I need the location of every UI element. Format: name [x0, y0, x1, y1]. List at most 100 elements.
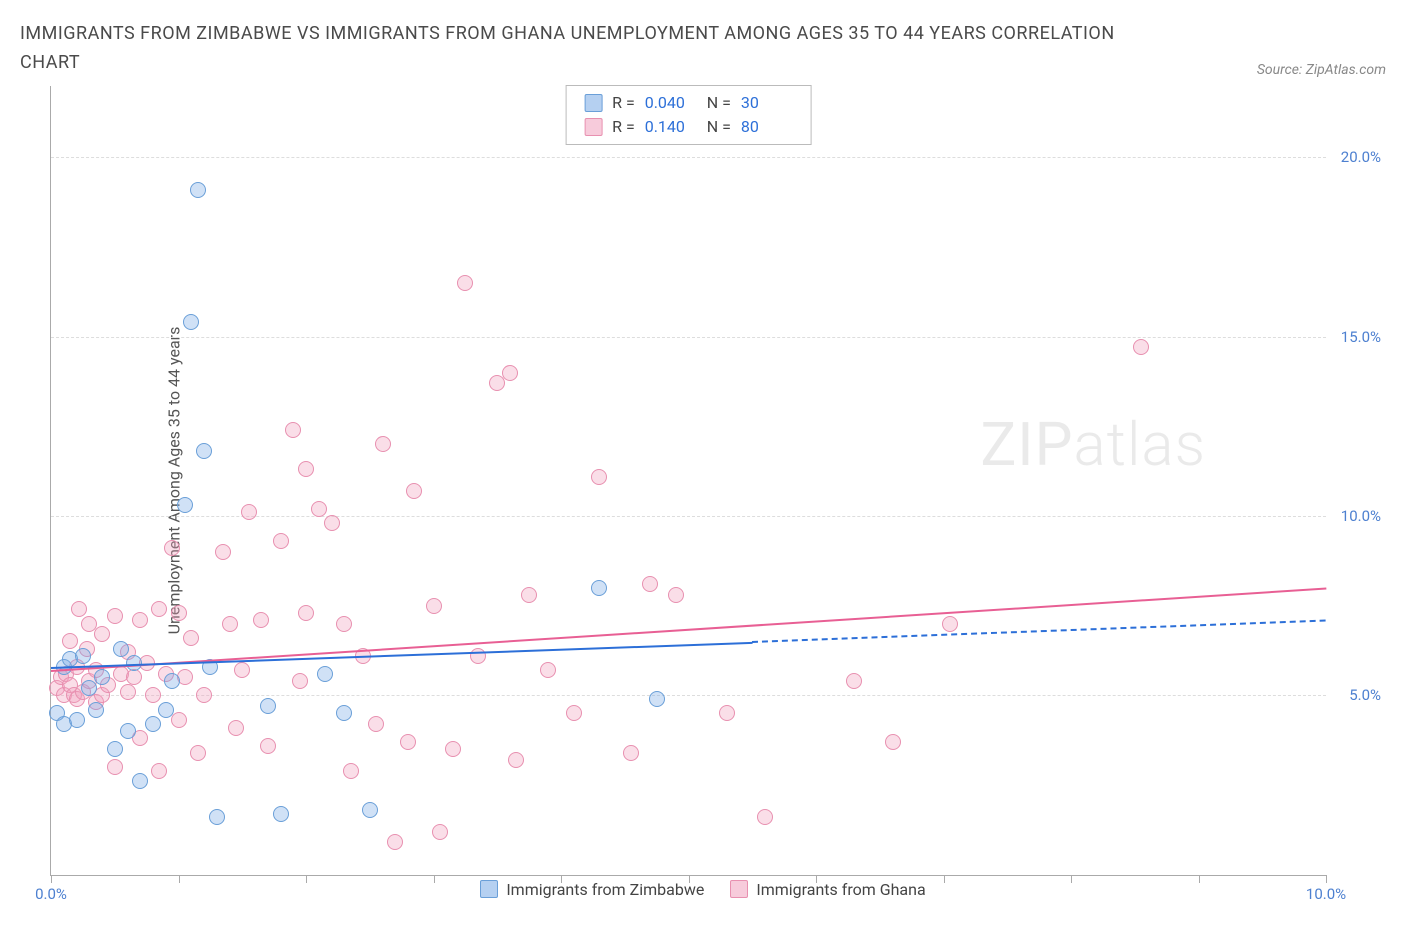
scatter-point	[120, 723, 136, 739]
scatter-point	[668, 587, 684, 603]
scatter-point	[190, 745, 206, 761]
scatter-point	[336, 616, 352, 632]
gridline-h	[51, 157, 1326, 158]
scatter-point	[253, 612, 269, 628]
legend-label: Immigrants from Zimbabwe	[506, 880, 704, 899]
gridline-h	[51, 695, 1326, 696]
scatter-point	[177, 497, 193, 513]
y-tick-label: 20.0%	[1341, 148, 1381, 166]
stat-n-label: N =	[707, 91, 731, 115]
scatter-point	[151, 763, 167, 779]
scatter-point	[151, 601, 167, 617]
scatter-point	[324, 515, 340, 531]
watermark-bold: ZIP	[980, 409, 1073, 480]
scatter-point	[196, 443, 212, 459]
x-tick	[689, 875, 690, 883]
x-tick	[561, 875, 562, 883]
scatter-point	[107, 741, 123, 757]
x-tick	[816, 875, 817, 883]
scatter-point	[426, 598, 442, 614]
scatter-point	[145, 716, 161, 732]
legend-swatch-pink	[584, 118, 602, 136]
scatter-point	[260, 698, 276, 714]
scatter-point	[336, 705, 352, 721]
scatter-point	[489, 375, 505, 391]
scatter-point	[260, 738, 276, 754]
stats-legend: R =0.040N =30R =0.140N =80	[565, 85, 812, 145]
x-tick	[306, 875, 307, 883]
scatter-point	[502, 365, 518, 381]
scatter-point	[62, 633, 78, 649]
scatter-point	[642, 576, 658, 592]
bottom-legend-item: Immigrants from Zimbabwe	[480, 880, 704, 899]
scatter-point	[317, 666, 333, 682]
gridline-h	[51, 337, 1326, 338]
legend-swatch-blue	[584, 94, 602, 112]
scatter-point	[158, 702, 174, 718]
watermark: ZIPatlas	[980, 409, 1206, 480]
x-tick-label: 10.0%	[1306, 885, 1346, 903]
stat-r-label: R =	[612, 91, 635, 115]
chart-title: IMMIGRANTS FROM ZIMBABWE VS IMMIGRANTS F…	[20, 20, 1170, 78]
scatter-point	[132, 773, 148, 789]
scatter-point	[190, 182, 206, 198]
scatter-point	[94, 669, 110, 685]
scatter-point	[508, 752, 524, 768]
y-tick-label: 15.0%	[1341, 328, 1381, 346]
scatter-point	[521, 587, 537, 603]
scatter-plot-area: R =0.040N =30R =0.140N =80 ZIPatlas 5.0%…	[50, 86, 1326, 876]
scatter-point	[183, 630, 199, 646]
scatter-point	[591, 580, 607, 596]
scatter-point	[406, 483, 422, 499]
scatter-point	[107, 608, 123, 624]
scatter-point	[591, 469, 607, 485]
x-tick	[1326, 875, 1327, 883]
stat-r-value: 0.040	[645, 91, 697, 115]
scatter-point	[387, 834, 403, 850]
scatter-point	[107, 759, 123, 775]
scatter-point	[457, 275, 473, 291]
scatter-point	[719, 705, 735, 721]
stat-n-value: 30	[741, 91, 793, 115]
scatter-point	[71, 601, 87, 617]
stat-n-value: 80	[741, 115, 793, 139]
x-tick	[1199, 875, 1200, 883]
scatter-point	[540, 662, 556, 678]
source-attribution: Source: ZipAtlas.com	[1257, 62, 1386, 78]
scatter-point	[470, 648, 486, 664]
stat-r-label: R =	[612, 115, 635, 139]
x-tick	[51, 875, 52, 883]
scatter-point	[209, 809, 225, 825]
scatter-point	[81, 680, 97, 696]
scatter-point	[311, 501, 327, 517]
scatter-point	[757, 809, 773, 825]
scatter-point	[132, 612, 148, 628]
scatter-point	[375, 436, 391, 452]
stat-r-value: 0.140	[645, 115, 697, 139]
scatter-point	[432, 824, 448, 840]
scatter-point	[228, 720, 244, 736]
x-tick	[179, 875, 180, 883]
scatter-point	[368, 716, 384, 732]
scatter-point	[362, 802, 378, 818]
bottom-legend: Immigrants from ZimbabweImmigrants from …	[20, 880, 1386, 899]
scatter-point	[69, 712, 85, 728]
legend-swatch-blue	[480, 880, 498, 898]
scatter-point	[126, 669, 142, 685]
scatter-point	[75, 648, 91, 664]
watermark-thin: atlas	[1073, 409, 1206, 480]
scatter-point	[566, 705, 582, 721]
scatter-point	[171, 712, 187, 728]
x-tick	[434, 875, 435, 883]
x-tick-label: 0.0%	[35, 885, 67, 903]
scatter-point	[942, 616, 958, 632]
scatter-point	[183, 314, 199, 330]
scatter-point	[215, 544, 231, 560]
scatter-point	[196, 687, 212, 703]
scatter-point	[445, 741, 461, 757]
x-tick	[1071, 875, 1072, 883]
scatter-point	[885, 734, 901, 750]
scatter-point	[113, 641, 129, 657]
scatter-point	[343, 763, 359, 779]
scatter-point	[234, 662, 250, 678]
